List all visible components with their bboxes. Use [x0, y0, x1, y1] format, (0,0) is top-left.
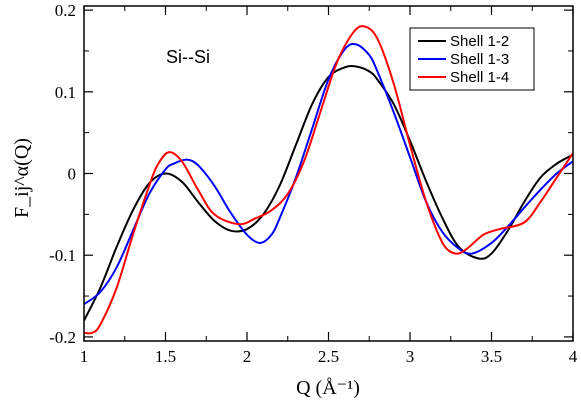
- legend-label-3: Shell 1-4: [450, 69, 509, 86]
- x-tick-label-6: 3.5: [481, 347, 502, 366]
- series-line-1: [84, 64, 573, 322]
- x-tick-label-2: 1.5: [155, 347, 176, 366]
- x-axis-label: Q (Å⁻¹): [296, 377, 360, 399]
- x-tick-label-4: 2.5: [318, 347, 339, 366]
- legend-label-2: Shell 1-3: [450, 51, 509, 68]
- x-tick-label-1: 1: [80, 347, 89, 366]
- legend-item-3: Shell 1-4: [418, 69, 509, 86]
- legend: Shell 1-2 Shell 1-3 Shell 1-4: [409, 27, 535, 91]
- legend-label-1: Shell 1-2: [450, 33, 509, 50]
- y-axis-label: F_ij^α(Q): [11, 138, 33, 218]
- x-tick-label-3: 2: [243, 347, 252, 366]
- x-tick-label-7: 4: [569, 347, 578, 366]
- chart-annotation: Si--Si: [166, 47, 210, 67]
- y-tick-label-5: 0.2: [55, 1, 76, 20]
- series-line-2: [84, 42, 573, 306]
- y-tick-label-3: 0: [68, 165, 77, 184]
- y-tick-label-2: -0.1: [49, 246, 76, 265]
- legend-item-1: Shell 1-2: [418, 33, 509, 50]
- legend-item-2: Shell 1-3: [418, 51, 509, 68]
- ticks-layer: 1 1.5 2 2.5 3 3.5 4 -0.2 -0.1 0 0.1 0.2: [49, 1, 578, 366]
- series-layer: [84, 25, 573, 335]
- series-line-3: [84, 25, 573, 335]
- y-tick-label-1: -0.2: [49, 328, 76, 347]
- y-tick-label-4: 0.1: [55, 83, 76, 102]
- x-tick-label-5: 3: [406, 347, 415, 366]
